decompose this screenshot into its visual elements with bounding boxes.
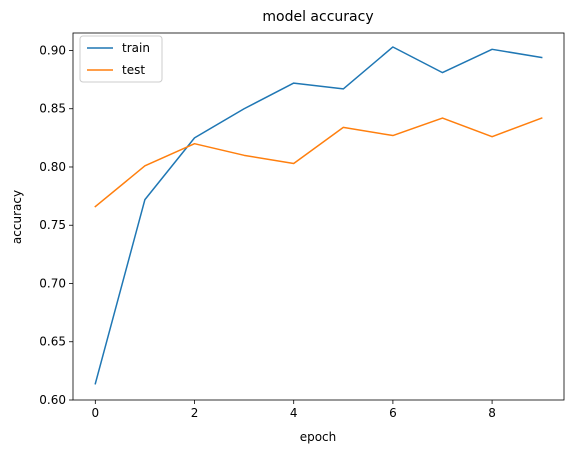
y-tick-label: 0.80 bbox=[39, 160, 66, 174]
x-tick-label: 6 bbox=[389, 406, 397, 420]
legend-label-train: train bbox=[122, 41, 150, 55]
x-tick-label: 0 bbox=[91, 406, 99, 420]
chart-title: model accuracy bbox=[262, 9, 373, 25]
y-tick-label: 0.85 bbox=[39, 102, 66, 116]
plot-area bbox=[72, 32, 565, 401]
plot-frame bbox=[72, 32, 565, 401]
series-line-train bbox=[94, 46, 543, 385]
x-axis-label: epoch bbox=[300, 430, 337, 444]
series-line-test bbox=[94, 117, 543, 208]
x-tick-label: 2 bbox=[191, 406, 199, 420]
y-tick-label: 0.70 bbox=[39, 276, 66, 290]
series-layer bbox=[94, 46, 543, 385]
x-axis-ticks: 0 2 4 6 8 bbox=[91, 400, 496, 420]
x-tick-label: 4 bbox=[290, 406, 298, 420]
x-tick-label: 8 bbox=[488, 406, 496, 420]
legend-label-test: test bbox=[122, 63, 145, 77]
y-axis-label: accuracy bbox=[10, 190, 24, 244]
y-tick-label: 0.90 bbox=[39, 43, 66, 57]
y-tick-label: 0.60 bbox=[39, 393, 66, 407]
y-tick-label: 0.75 bbox=[39, 218, 66, 232]
legend: train test bbox=[79, 35, 163, 83]
y-axis-ticks: 0.60 0.65 0.70 0.75 0.80 0.85 0.90 bbox=[39, 43, 73, 407]
y-tick-label: 0.65 bbox=[39, 335, 66, 349]
